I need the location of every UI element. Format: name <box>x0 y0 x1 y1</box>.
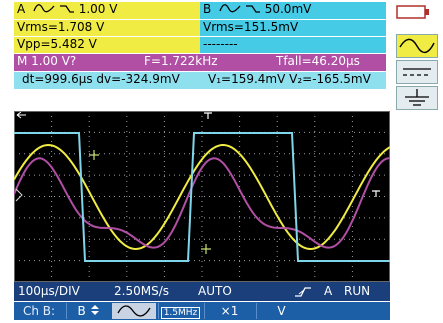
channel-a-trace <box>14 143 390 251</box>
channel-b-label: B <box>203 2 212 16</box>
run-state[interactable]: RUN <box>344 284 371 298</box>
sidebar-coupling-dc[interactable] <box>396 60 438 84</box>
channel-ground-marker <box>15 188 23 202</box>
battery-icon <box>396 5 429 19</box>
sine-coupling-icon <box>399 38 435 54</box>
ac-coupling-icon <box>219 4 241 13</box>
timebase-value[interactable]: 100µs/DIV <box>18 284 80 298</box>
menu-channel-label: Ch B: <box>22 304 56 318</box>
status-bar: 100µs/DIV 2.50MS/s AUTO A RUN <box>14 282 390 301</box>
trigger-position-marker <box>16 111 26 119</box>
sidebar-coupling-ac[interactable] <box>396 34 438 58</box>
ac-coupling-icon <box>33 4 55 13</box>
cursor-dt-dv: dt=999.6µs dv=-324.9mV <box>14 72 200 89</box>
math-fall-time: Tfall=46.20µs <box>276 54 360 68</box>
menu-channel-b: B <box>77 304 86 318</box>
channel-a-label: A <box>17 2 26 16</box>
math-label: M 1.00 V? <box>17 54 77 68</box>
trigger-edge-icon <box>295 287 311 297</box>
sidebar-coupling-ground[interactable] <box>396 86 438 110</box>
menu-coupling-ac[interactable] <box>112 303 156 319</box>
channel-b-sensitivity: 50.0mV <box>264 2 312 16</box>
channel-b-header[interactable]: B 50.0mV <box>200 2 386 19</box>
menu-bandwidth-limit[interactable]: 1.5MHz <box>158 303 202 319</box>
waveform-display[interactable] <box>14 111 390 282</box>
channel-a-vpp: Vpp=5.482 V <box>14 37 200 53</box>
channel-b-vpp: -------- <box>200 37 386 53</box>
trigger-level-marker <box>372 190 380 197</box>
math-trace <box>14 157 390 249</box>
channel-a-vrms: Vrms=1.708 V <box>14 20 200 36</box>
math-frequency: F=1.722kHz <box>144 54 218 68</box>
dc-coupling-icon <box>403 68 431 76</box>
menu-probe-multiplier[interactable]: ×1 <box>204 303 254 319</box>
trigger-channel: A <box>324 284 333 298</box>
scope-border <box>14 111 390 282</box>
coupling-sidebar <box>392 2 443 320</box>
sine-coupling-icon <box>117 305 151 317</box>
cursor-marker <box>201 244 211 254</box>
bandwidth-limit-label: 1.5MHz <box>160 307 201 319</box>
ground-coupling-icon <box>405 89 429 106</box>
trigger-marker-top <box>204 112 212 119</box>
menu-channel-select[interactable]: B <box>66 303 110 319</box>
menu-unit[interactable]: V <box>256 303 306 319</box>
trigger-slope-icon <box>59 5 74 13</box>
channel-menu-bar: Ch B: B 1.5MHz ×1 V <box>14 302 390 320</box>
cursor-va-vb: V₁=159.4mV V₂=-165.5mV <box>200 72 386 89</box>
channel-a-header[interactable]: A 1.00 V <box>14 2 200 19</box>
trigger-mode[interactable]: AUTO <box>198 284 232 298</box>
trigger-slope-icon <box>245 5 260 13</box>
math-measurement-row[interactable]: M 1.00 V? F=1.722kHz Tfall=46.20µs <box>14 54 386 71</box>
channel-b-trace <box>14 132 390 262</box>
cursor-marker <box>89 150 99 160</box>
updown-arrow-icon <box>90 305 99 315</box>
sample-rate: 2.50MS/s <box>114 284 169 298</box>
channel-a-sensitivity: 1.00 V <box>78 2 118 16</box>
channel-b-vrms: Vrms=151.5mV <box>200 20 386 36</box>
